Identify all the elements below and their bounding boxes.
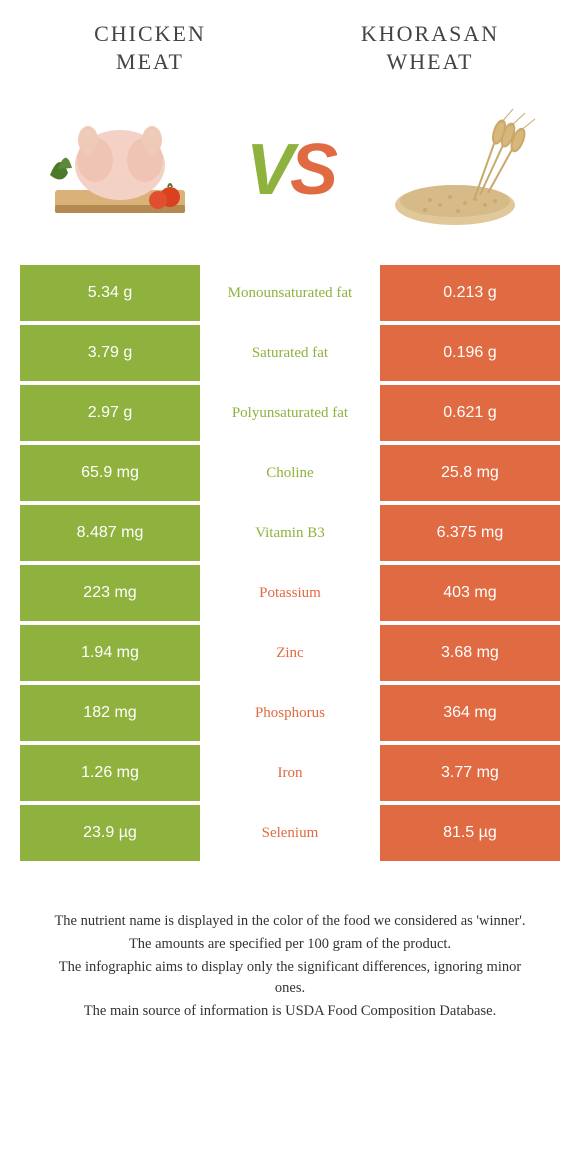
titles-row: CHICKEN MEAT KHORASAN WHEAT	[20, 20, 560, 95]
footnote-1: The nutrient name is displayed in the co…	[50, 911, 530, 932]
footnotes: The nutrient name is displayed in the co…	[20, 891, 560, 1022]
cell-right-value: 3.68 mg	[380, 625, 560, 681]
cell-right-value: 25.8 mg	[380, 445, 560, 501]
title-right-line1: KHORASAN	[361, 21, 499, 46]
footnote-4: The main source of information is USDA F…	[50, 1001, 530, 1022]
title-left-line1: CHICKEN	[94, 21, 206, 46]
table-row: 3.79 gSaturated fat0.196 g	[20, 325, 560, 381]
images-row: VS	[20, 95, 560, 265]
cell-left-value: 223 mg	[20, 565, 200, 621]
table-row: 5.34 gMonounsaturated fat0.213 g	[20, 265, 560, 321]
cell-left-value: 1.26 mg	[20, 745, 200, 801]
cell-right-value: 81.5 µg	[380, 805, 560, 861]
cell-left-value: 3.79 g	[20, 325, 200, 381]
cell-left-value: 8.487 mg	[20, 505, 200, 561]
comparison-table: 5.34 gMonounsaturated fat0.213 g3.79 gSa…	[20, 265, 560, 861]
table-row: 8.487 mgVitamin B36.375 mg	[20, 505, 560, 561]
title-left-line2: MEAT	[116, 49, 184, 74]
table-row: 223 mgPotassium403 mg	[20, 565, 560, 621]
title-right-line2: WHEAT	[387, 49, 474, 74]
table-row: 23.9 µgSelenium81.5 µg	[20, 805, 560, 861]
cell-right-value: 3.77 mg	[380, 745, 560, 801]
vs-v: V	[246, 130, 290, 210]
table-row: 1.94 mgZinc3.68 mg	[20, 625, 560, 681]
cell-left-value: 65.9 mg	[20, 445, 200, 501]
cell-nutrient-label: Vitamin B3	[200, 505, 380, 561]
cell-nutrient-label: Choline	[200, 445, 380, 501]
cell-nutrient-label: Iron	[200, 745, 380, 801]
table-row: 182 mgPhosphorus364 mg	[20, 685, 560, 741]
cell-nutrient-label: Zinc	[200, 625, 380, 681]
cell-right-value: 364 mg	[380, 685, 560, 741]
footnote-3: The infographic aims to display only the…	[50, 957, 530, 999]
table-row: 65.9 mgCholine25.8 mg	[20, 445, 560, 501]
table-row: 2.97 gPolyunsaturated fat0.621 g	[20, 385, 560, 441]
cell-nutrient-label: Selenium	[200, 805, 380, 861]
infographic-container: CHICKEN MEAT KHORASAN WHEAT	[0, 0, 580, 1022]
cell-left-value: 23.9 µg	[20, 805, 200, 861]
cell-right-value: 403 mg	[380, 565, 560, 621]
cell-right-value: 0.196 g	[380, 325, 560, 381]
cell-nutrient-label: Polyunsaturated fat	[200, 385, 380, 441]
footnote-2: The amounts are specified per 100 gram o…	[50, 934, 530, 955]
cell-nutrient-label: Saturated fat	[200, 325, 380, 381]
title-right: KHORASAN WHEAT	[330, 20, 530, 75]
cell-right-value: 0.213 g	[380, 265, 560, 321]
table-row: 1.26 mgIron3.77 mg	[20, 745, 560, 801]
cell-nutrient-label: Phosphorus	[200, 685, 380, 741]
cell-nutrient-label: Potassium	[200, 565, 380, 621]
cell-left-value: 1.94 mg	[20, 625, 200, 681]
cell-nutrient-label: Monounsaturated fat	[200, 265, 380, 321]
title-left: CHICKEN MEAT	[50, 20, 250, 75]
cell-left-value: 182 mg	[20, 685, 200, 741]
cell-right-value: 0.621 g	[380, 385, 560, 441]
cell-left-value: 2.97 g	[20, 385, 200, 441]
wheat-illustration	[380, 105, 540, 235]
chicken-illustration	[40, 105, 200, 235]
vs-s: S	[290, 130, 334, 210]
cell-right-value: 6.375 mg	[380, 505, 560, 561]
vs-label: VS	[246, 129, 334, 211]
cell-left-value: 5.34 g	[20, 265, 200, 321]
